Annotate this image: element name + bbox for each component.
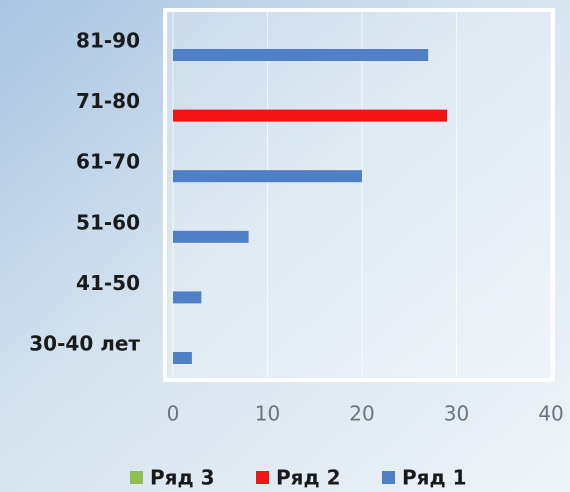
- bar: [173, 170, 362, 182]
- x-tick-label: 30: [444, 402, 469, 426]
- plot-frame: [165, 10, 553, 380]
- bar: [173, 49, 428, 61]
- x-tick-label: 0: [167, 402, 180, 426]
- y-tick-label: 81-90: [76, 29, 140, 53]
- x-tick-label: 40: [538, 402, 563, 426]
- legend-swatch: [256, 471, 269, 484]
- y-tick-label: 41-50: [76, 271, 140, 295]
- x-tick-label: 10: [255, 402, 280, 426]
- y-tick-label: 30-40 лет: [29, 332, 140, 356]
- bar: [173, 291, 201, 303]
- chart: 0 10 20 30 40 30-40 лет 41-50 51-60 61-70 71-80 81…: [0, 0, 570, 492]
- bar: [173, 352, 192, 364]
- bar: [173, 231, 249, 243]
- legend-label: Ряд 2: [276, 466, 341, 490]
- legend-swatch: [382, 471, 395, 484]
- legend-label: Ряд 1: [402, 466, 467, 490]
- y-tick-label: 61-70: [76, 150, 140, 174]
- legend-label: Ряд 3: [150, 466, 215, 490]
- y-tick-label: 71-80: [76, 89, 140, 113]
- y-tick-label: 51-60: [76, 210, 140, 234]
- x-tick-label: 20: [349, 402, 374, 426]
- legend-swatch: [130, 471, 143, 484]
- bar: [173, 110, 447, 122]
